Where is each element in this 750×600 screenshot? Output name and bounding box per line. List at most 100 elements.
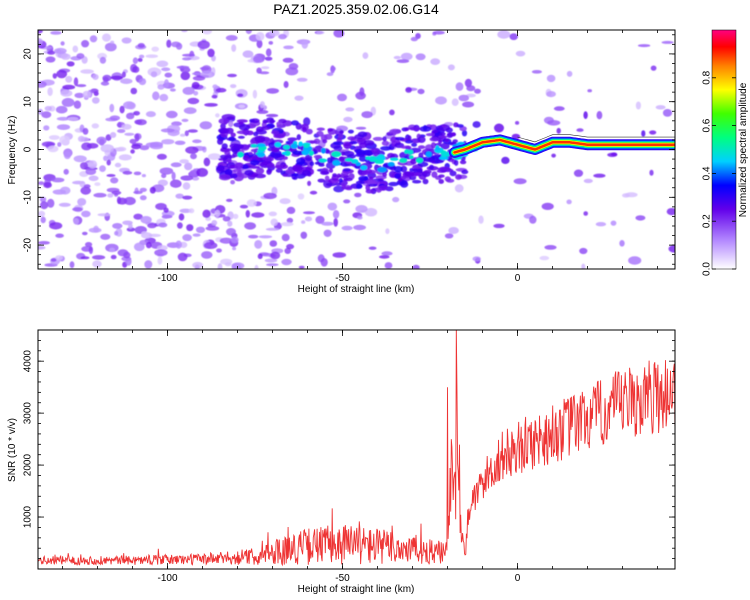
noise-blob: [385, 228, 390, 235]
noise-blob: [546, 91, 556, 98]
noise-blob: [296, 77, 308, 82]
track-blob: [438, 179, 445, 184]
noise-blob: [60, 89, 73, 97]
noise-blob: [38, 38, 43, 45]
noise-blob: [191, 176, 200, 181]
noise-blob: [649, 130, 657, 135]
noise-blob: [493, 223, 505, 229]
track-blob: [438, 139, 443, 145]
noise-blob: [361, 111, 373, 119]
track-blob: [376, 181, 388, 187]
track-blob: [244, 169, 254, 176]
noise-blob: [137, 43, 145, 48]
track-blob: [357, 131, 368, 138]
noise-blob: [192, 75, 206, 81]
y-tick-label: 20: [23, 48, 34, 60]
noise-blob: [85, 242, 93, 247]
track-blob: [305, 154, 313, 162]
noise-blob: [546, 74, 556, 83]
noise-blob: [254, 264, 259, 269]
noise-blob: [88, 246, 93, 255]
track-blob: [382, 136, 387, 142]
track-blob: [412, 179, 422, 184]
noise-blob: [343, 199, 351, 204]
noise-blob: [515, 121, 520, 125]
noise-blob: [264, 258, 278, 263]
colorbar: 0.0 0.2 0.4 0.6 0.8 Normalized spectral ampl…: [702, 29, 749, 276]
noise-blob: [179, 159, 189, 164]
noise-blob: [76, 84, 87, 88]
noise-blob: [298, 265, 305, 269]
noise-blob: [379, 255, 390, 259]
track-blob: [441, 124, 447, 128]
signal-band: [453, 138, 675, 154]
track-blob: [320, 170, 330, 175]
noise-blob: [121, 71, 126, 78]
noise-blob: [259, 101, 265, 109]
noise-blob: [432, 30, 445, 35]
noise-blob: [364, 207, 378, 217]
track-blob: [429, 136, 440, 142]
noise-blob: [170, 162, 182, 168]
noise-blob: [110, 254, 117, 260]
noise-blob: [58, 202, 71, 207]
noise-blob: [464, 78, 472, 88]
noise-blob: [268, 41, 274, 45]
noise-blob: [139, 145, 150, 151]
noise-blob: [80, 69, 94, 74]
noise-blob: [285, 67, 299, 76]
noise-blob: [175, 240, 182, 249]
noise-blob: [105, 134, 112, 141]
colorbar-tick-label: 0.4: [702, 166, 713, 180]
track-blob: [422, 178, 429, 185]
noise-blob: [279, 198, 291, 205]
noise-blob: [666, 208, 675, 216]
noise-blob: [231, 44, 237, 52]
noise-blob: [116, 196, 122, 205]
noise-blob: [389, 109, 395, 116]
track-blob: [236, 130, 249, 135]
noise-blob: [109, 103, 115, 113]
noise-blob: [145, 111, 156, 118]
noise-blob: [282, 57, 294, 63]
noise-blob: [182, 53, 196, 57]
noise-blob: [327, 202, 338, 211]
track-peak: [404, 149, 410, 154]
noise-blob: [222, 216, 231, 222]
noise-blob: [179, 208, 192, 213]
track-blob: [221, 143, 228, 150]
noise-blob: [256, 39, 263, 49]
noise-blob: [157, 84, 165, 90]
track-blob: [444, 176, 451, 182]
noise-blob: [556, 127, 561, 134]
spectrogram-y-axis-label: Frequency (Hz): [7, 116, 18, 185]
track-blob: [345, 186, 353, 191]
noise-blob: [45, 56, 56, 63]
noise-blob: [69, 261, 75, 269]
track-blob: [338, 156, 345, 163]
noise-blob: [513, 178, 527, 185]
noise-blob: [472, 121, 481, 128]
noise-blob: [39, 196, 47, 203]
track-blob: [291, 173, 299, 177]
track-blob: [429, 124, 438, 131]
noise-blob: [197, 40, 210, 49]
track-blob: [292, 150, 304, 156]
noise-blob: [268, 211, 277, 217]
noise-blob: [230, 180, 236, 185]
noise-blob: [161, 67, 171, 72]
noise-blob: [66, 61, 75, 67]
noise-blob: [164, 79, 169, 88]
noise-blob: [232, 246, 237, 251]
noise-blob: [297, 193, 305, 200]
noise-blob: [138, 78, 147, 86]
noise-blob: [151, 46, 159, 52]
noise-blob: [257, 253, 263, 260]
noise-blob: [76, 53, 85, 59]
track-blob: [368, 183, 378, 187]
track-blob: [313, 154, 322, 159]
noise-blob: [242, 50, 254, 58]
track-blob: [411, 142, 418, 147]
